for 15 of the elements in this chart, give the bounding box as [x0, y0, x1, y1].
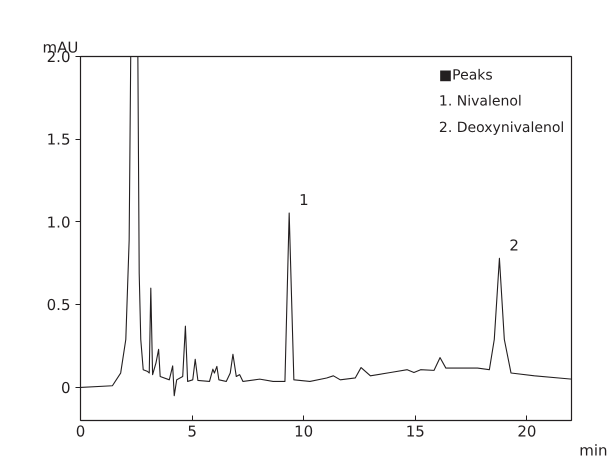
y-tick-label: 0 — [60, 378, 71, 397]
annotation: ■Peaks — [438, 67, 493, 84]
annotation: 2 — [509, 236, 519, 254]
y-tick-label: 1.0 — [46, 213, 71, 232]
x-tick-label: 5 — [187, 422, 197, 440]
annotation: 1 — [299, 191, 309, 210]
annotation: 2. Deoxynivalenol — [438, 120, 564, 136]
x-tick-label: 0 — [76, 422, 86, 440]
x-tick-label: 20 — [517, 422, 536, 440]
x-tick-label: 15 — [406, 422, 425, 440]
y-tick-label: 0.5 — [46, 296, 71, 314]
y-tick-label: 1.5 — [46, 130, 71, 149]
x-tick-label: 10 — [294, 422, 314, 440]
x-axis-title: min — [579, 442, 608, 460]
annotation: 1. Nivalenol — [438, 94, 522, 110]
